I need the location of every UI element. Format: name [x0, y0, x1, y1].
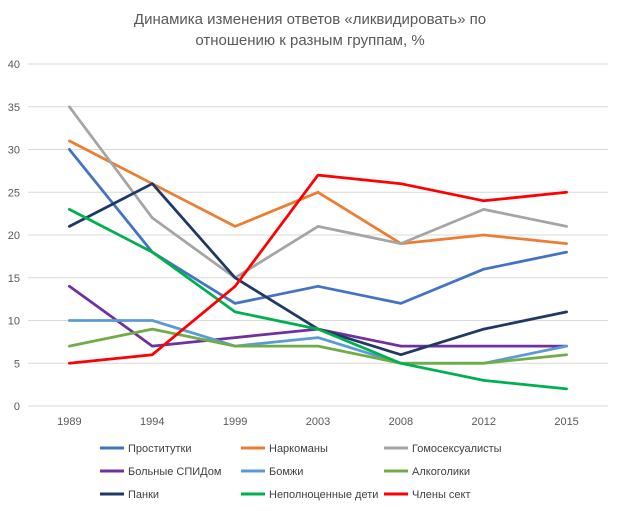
- legend-item: Проститутки: [100, 443, 191, 455]
- data-point: [482, 199, 485, 202]
- data-point: [482, 208, 485, 211]
- data-point: [151, 319, 154, 322]
- data-point: [68, 225, 71, 228]
- data-point: [233, 276, 237, 279]
- y-tick-label: 40: [8, 59, 20, 71]
- data-point: [565, 242, 568, 245]
- data-point: [316, 336, 320, 339]
- data-point: [482, 379, 485, 382]
- data-point: [68, 319, 71, 322]
- x-tick-label: 1989: [57, 416, 81, 428]
- legend-item: Члены сект: [384, 489, 471, 501]
- data-point: [565, 387, 568, 391]
- x-tick-label: 2003: [306, 416, 330, 428]
- data-point: [151, 353, 154, 356]
- data-point: [68, 285, 71, 288]
- legend-label: Наркоманы: [269, 443, 328, 455]
- series-group: [68, 208, 568, 391]
- data-point: [482, 327, 485, 331]
- data-point: [68, 139, 71, 143]
- legend-item: Гомосексуалисты: [384, 443, 502, 455]
- y-tick-label: 35: [8, 102, 20, 114]
- data-point: [399, 362, 403, 365]
- series-group: [68, 327, 568, 365]
- data-point: [399, 242, 403, 245]
- data-point: [68, 148, 71, 151]
- data-point: [233, 310, 237, 314]
- series-lines: [68, 105, 568, 391]
- x-tick-label: 1999: [223, 416, 247, 428]
- data-point: [482, 362, 485, 365]
- data-point: [151, 182, 154, 185]
- legend-item: Панки: [100, 489, 159, 501]
- data-point: [316, 225, 320, 228]
- legend-item: Наркоманы: [241, 443, 328, 455]
- data-point: [399, 302, 403, 305]
- data-point: [316, 191, 320, 194]
- data-point: [316, 285, 320, 288]
- legend-label: Члены сект: [412, 489, 471, 501]
- legend-label: Проститутки: [128, 443, 191, 455]
- data-point: [233, 302, 237, 305]
- y-tick-label: 10: [8, 316, 20, 328]
- data-point: [316, 173, 320, 177]
- data-point: [316, 327, 320, 331]
- data-point: [151, 327, 154, 331]
- legend-label: Неполноценные дети: [269, 489, 378, 501]
- x-tick-label: 2015: [554, 416, 578, 428]
- x-tick-label: 2008: [389, 416, 413, 428]
- y-axis-tick-labels: 0 5 10 15 20 25 30 35 40: [8, 59, 20, 413]
- chart-title-line-2: отношению к разным группам, %: [195, 32, 424, 49]
- y-tick-label: 25: [8, 187, 20, 199]
- x-tick-label: 1994: [140, 416, 164, 428]
- data-point: [565, 191, 568, 194]
- data-point: [565, 225, 568, 228]
- y-tick-label: 30: [8, 145, 20, 157]
- data-point: [565, 250, 568, 254]
- data-point: [233, 336, 237, 339]
- data-point: [399, 353, 403, 356]
- series-line: [68, 173, 568, 365]
- chart-title-line-1: Динамика изменения ответов «ликвидироват…: [134, 11, 486, 28]
- data-point: [68, 362, 71, 365]
- x-tick-label: 2012: [471, 416, 495, 428]
- data-point: [151, 250, 154, 254]
- data-point: [565, 344, 568, 348]
- data-point: [233, 225, 237, 228]
- data-point: [565, 310, 568, 314]
- data-point: [565, 353, 568, 356]
- data-point: [68, 105, 71, 108]
- data-point: [316, 344, 320, 348]
- data-point: [68, 208, 71, 211]
- legend-label: Бомжи: [269, 466, 303, 478]
- data-point: [482, 268, 485, 271]
- legend-item: Неполноценные дети: [241, 489, 378, 501]
- x-axis-tick-labels: 1989 1994 1999 2003 2008 2012 2015: [57, 416, 579, 428]
- legend: Проститутки Наркоманы Гомосексуалисты Больн…: [100, 443, 502, 501]
- legend-label: Панки: [128, 489, 159, 501]
- data-point: [233, 344, 237, 348]
- y-tick-label: 20: [8, 230, 20, 242]
- y-tick-label: 15: [8, 273, 20, 285]
- data-point: [399, 182, 403, 185]
- legend-item: Алкоголики: [384, 466, 470, 478]
- legend-label: Алкоголики: [412, 466, 470, 478]
- data-point: [151, 344, 154, 348]
- legend-item: Бомжи: [241, 466, 303, 478]
- data-point: [68, 344, 71, 348]
- data-point: [233, 285, 237, 288]
- legend-label: Гомосексуалисты: [412, 443, 502, 455]
- legend-item: Больные СПИДом: [100, 466, 221, 478]
- data-point: [151, 216, 154, 220]
- legend-label: Больные СПИДом: [128, 466, 221, 478]
- data-point: [482, 233, 485, 237]
- data-point: [482, 344, 485, 348]
- y-tick-label: 5: [14, 358, 20, 370]
- y-tick-label: 0: [14, 401, 20, 413]
- data-point: [399, 344, 403, 348]
- series-group: [68, 173, 568, 365]
